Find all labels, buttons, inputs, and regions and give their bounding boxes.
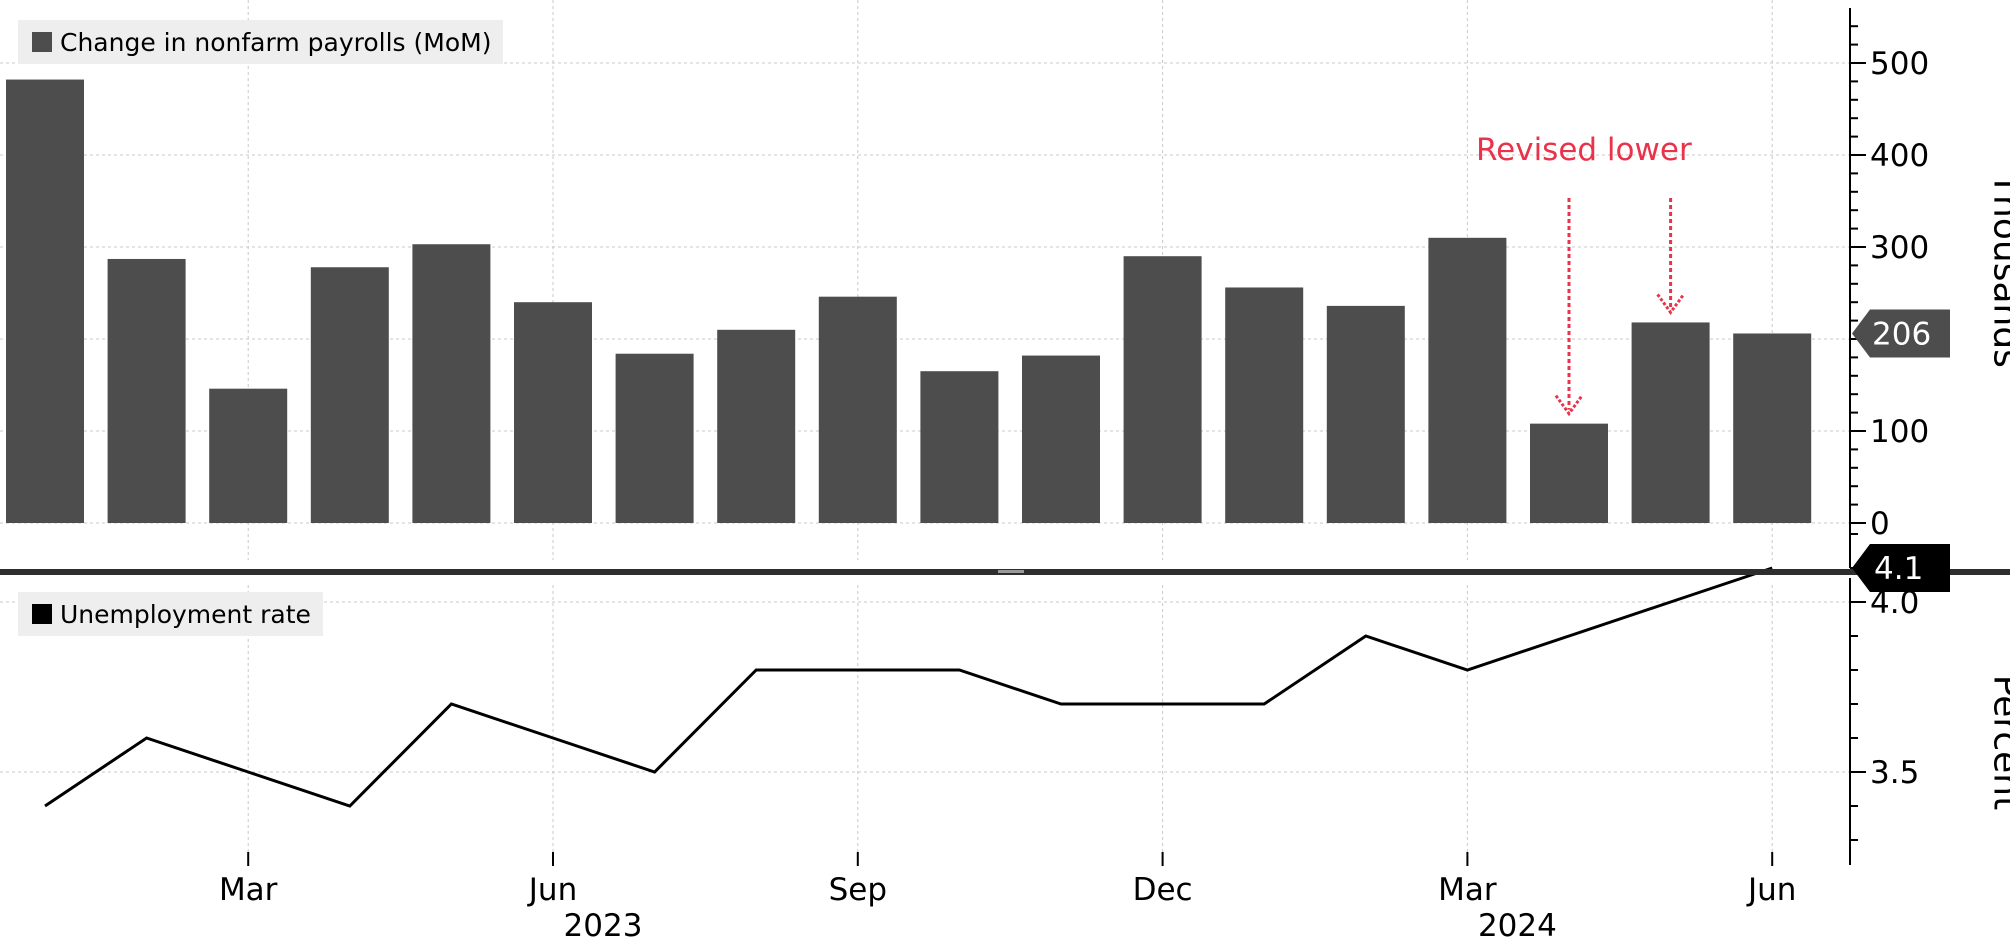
y-tick-label-top: 500 [1870,46,1929,82]
x-tick-label: Jun [1746,872,1796,908]
x-year-label: 2024 [1478,908,1557,942]
y-tick-label-top: 0 [1870,506,1890,542]
payroll-bar [1326,305,1405,523]
legend-label-payrolls: Change in nonfarm payrolls (MoM) [60,27,492,57]
last-value-label-payrolls: 206 [1872,316,1931,352]
legend-unemployment: Unemployment rate [18,592,323,636]
y-tick-label-top: 100 [1870,414,1929,450]
x-tick-label: Mar [219,872,278,908]
axes [0,8,2010,866]
revision-arrow-head [1554,394,1584,417]
legend-swatch-unemployment [32,604,52,624]
legend-label-unemployment: Unemployment rate [60,599,311,629]
payroll-bar [1733,333,1812,523]
payroll-bar [209,388,288,523]
payroll-bar [1631,322,1710,523]
y-axis-title-percent: Percent [1985,674,2010,811]
y-tick-label-top: 300 [1870,230,1929,266]
payroll-bar [920,371,999,523]
x-tick-label: Mar [1438,872,1497,908]
payroll-bar [615,353,694,523]
unemployment-line [44,566,1773,808]
y-tick-label-bottom: 3.5 [1870,755,1919,791]
x-year-label: 2023 [564,908,643,942]
payroll-bar [717,329,796,523]
payroll-bar [310,267,389,523]
x-tick-label: Dec [1133,872,1193,908]
last-value-tag-unemployment [1852,544,1950,592]
y-axis-title-thousands: Thousands [1985,173,2010,368]
legend-swatch-payrolls [32,32,52,52]
x-tick-label: Jun [527,872,577,908]
payroll-bar [1123,256,1202,523]
payroll-bars [6,79,1812,524]
payroll-bar [514,302,592,523]
payroll-bar [6,79,84,523]
x-tick-label: Sep [829,872,887,908]
payroll-bar [1022,355,1100,523]
unemployment-line-group [44,566,1773,808]
payroll-bar [1428,237,1507,524]
last-value-label-unemployment: 4.1 [1874,551,1923,587]
payroll-bar [1225,287,1304,523]
revision-arrows [1554,198,1685,417]
tick-labels: 01002003004005003.54.02064.1MarJunSepDec… [219,46,1950,942]
last-value-tag-payrolls [1852,309,1950,358]
y-tick-label-top: 400 [1870,138,1929,174]
panel-divider-handle [998,570,1024,573]
payroll-bar [1530,423,1608,523]
payroll-bar [412,244,491,524]
payroll-bar [107,258,186,523]
annotation-revised-lower: Revised lower [1476,132,1692,168]
legend-payrolls: Change in nonfarm payrolls (MoM) [18,20,504,64]
payroll-bar [818,296,897,523]
revision-arrow-head [1656,293,1685,316]
